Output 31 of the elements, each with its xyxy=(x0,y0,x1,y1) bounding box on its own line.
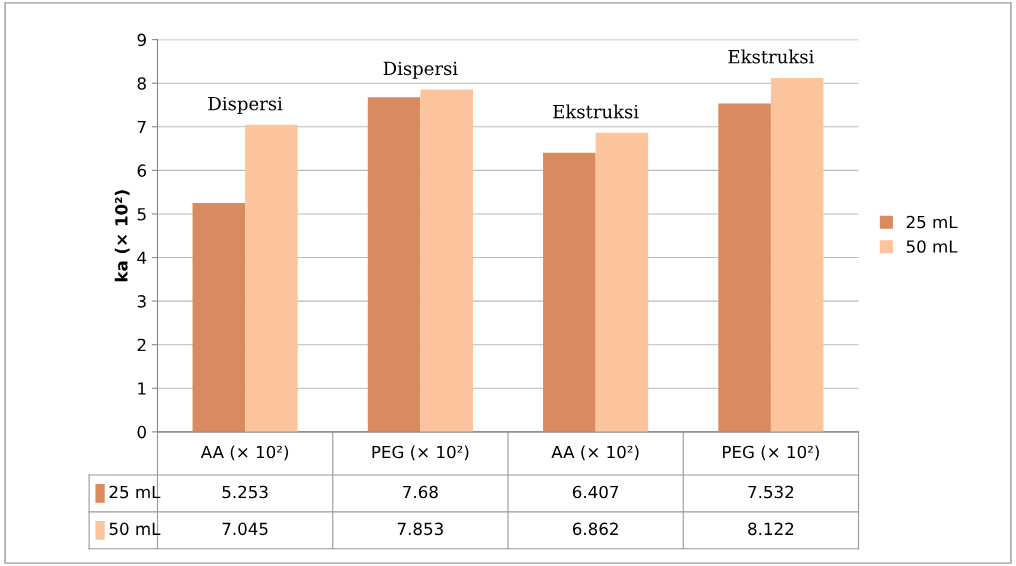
annotation: Ekstruksi xyxy=(553,104,639,119)
y-tick-label: 8 xyxy=(137,77,146,90)
legend-label: 50 mL xyxy=(906,240,958,253)
x-tick-label: AA (× 10²) xyxy=(551,445,639,461)
y-tick-label: 6 xyxy=(137,164,147,177)
data-label: 7.68 xyxy=(403,485,438,499)
data-label: 6.862 xyxy=(572,522,618,536)
y-tick-label: 3 xyxy=(137,295,146,308)
y-axis-title: ka (× 10²) xyxy=(114,190,130,282)
data-label: 6.407 xyxy=(572,485,619,499)
data-label: 7.045 xyxy=(222,522,268,536)
x-tick-label: PEG (× 10²) xyxy=(372,445,469,461)
y-tick-label: 9 xyxy=(137,33,146,47)
x-tick-label: PEG (× 10²) xyxy=(723,445,819,461)
text: 50 mL xyxy=(109,522,161,536)
data-label: 7.532 xyxy=(748,485,794,499)
annotation: Dispersi xyxy=(208,96,283,114)
x-tick-label: AA (× 10²) xyxy=(200,445,289,461)
y-tick-label: 7 xyxy=(137,120,146,134)
data-label: 8.122 xyxy=(748,522,794,536)
data-label: 7.853 xyxy=(397,522,443,536)
annotation: Dispersi xyxy=(383,61,458,79)
y-tick-label: 2 xyxy=(137,338,146,352)
y-tick-label: 1 xyxy=(138,382,146,395)
text: 25 mL xyxy=(906,215,958,229)
legend-label: 25 mL xyxy=(109,485,161,499)
data-label: 5.253 xyxy=(222,485,268,499)
y-tick-label: 0 xyxy=(137,425,146,439)
y-tick-label: 5 xyxy=(137,208,146,221)
y-tick-label: 4 xyxy=(137,251,147,264)
annotation: Ekstruksi xyxy=(728,49,814,64)
